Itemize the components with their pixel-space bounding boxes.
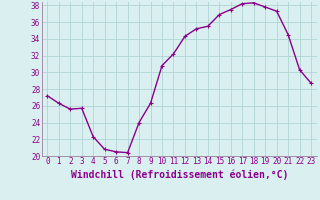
X-axis label: Windchill (Refroidissement éolien,°C): Windchill (Refroidissement éolien,°C) (70, 169, 288, 180)
